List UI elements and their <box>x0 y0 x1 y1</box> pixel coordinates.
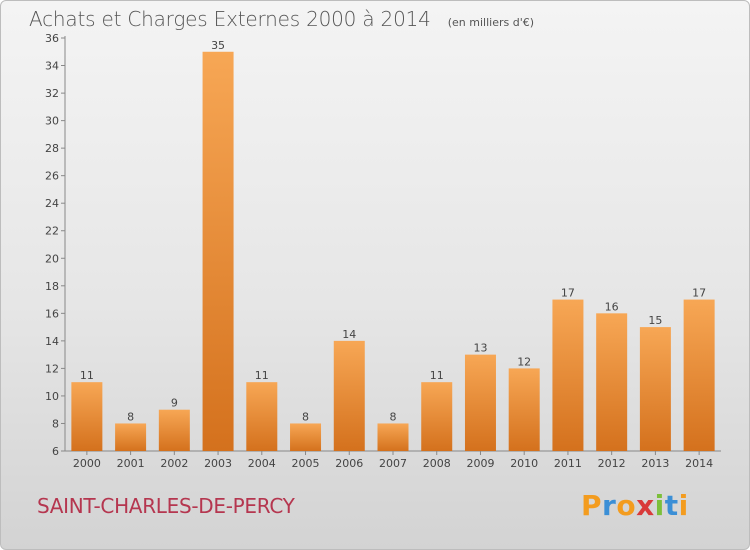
x-tick-label: 2000 <box>73 457 101 470</box>
data-label: 14 <box>342 328 356 341</box>
data-label: 15 <box>648 314 662 327</box>
data-label: 11 <box>430 369 444 382</box>
bar <box>596 313 628 451</box>
bars-group <box>71 51 715 452</box>
y-tick-label: 12 <box>45 362 59 375</box>
x-tick-label: 2008 <box>423 457 451 470</box>
bar <box>421 382 453 451</box>
commune-name: SAINT-CHARLES-DE-PERCY <box>37 494 295 518</box>
data-label: 8 <box>302 410 309 423</box>
y-tick-label: 10 <box>45 390 59 403</box>
bar <box>508 368 540 451</box>
y-tick-label: 36 <box>45 32 59 45</box>
y-tick-label: 30 <box>45 115 59 128</box>
bar <box>464 354 496 451</box>
bar <box>377 423 409 451</box>
logo-letter: P <box>581 489 603 522</box>
bar <box>639 327 671 451</box>
x-tick-label: 2004 <box>248 457 276 470</box>
x-tick-label: 2001 <box>117 457 145 470</box>
x-tick-label: 2012 <box>598 457 626 470</box>
y-tick-label: 6 <box>52 445 59 458</box>
data-label: 9 <box>171 397 178 410</box>
data-labels-group: 11 8 9 35 11 8 14 8 11 13 12 17 16 15 17 <box>80 39 706 424</box>
x-tick-label: 2013 <box>641 457 669 470</box>
data-label: 13 <box>473 342 487 355</box>
x-tick-label: 2011 <box>554 457 582 470</box>
y-tick-label: 8 <box>52 417 59 430</box>
data-label: 8 <box>390 410 397 423</box>
x-tick-label: 2006 <box>335 457 363 470</box>
x-tick-label: 2007 <box>379 457 407 470</box>
y-tick-label: 32 <box>45 87 59 100</box>
y-tick-label: 20 <box>45 252 59 265</box>
x-tick-label: 2010 <box>510 457 538 470</box>
chart-unit: (en milliers d'€) <box>447 16 535 29</box>
logo-letter: i <box>654 489 665 522</box>
bar <box>158 409 190 451</box>
chart-header: Achats et Charges Externes 2000 à 2014 (… <box>29 7 534 31</box>
x-tick-label: 2014 <box>685 457 713 470</box>
data-label: 17 <box>561 287 575 300</box>
data-label: 17 <box>692 287 706 300</box>
data-label: 16 <box>605 300 619 313</box>
bar <box>71 382 103 451</box>
bar <box>246 382 278 451</box>
x-tick-label: 2003 <box>204 457 232 470</box>
data-label: 8 <box>127 410 134 423</box>
logo-letter: o <box>616 489 637 522</box>
y-tick-label: 18 <box>45 280 59 293</box>
proxiti-logo: Proxiti <box>581 489 689 522</box>
bar <box>683 299 715 451</box>
data-label: 12 <box>517 355 531 368</box>
logo-letter: x <box>636 489 655 522</box>
bar <box>115 423 147 451</box>
logo-letter: i <box>678 489 689 522</box>
x-tick-label: 2009 <box>466 457 494 470</box>
y-tick-label: 16 <box>45 307 59 320</box>
chart-title: Achats et Charges Externes 2000 à 2014 <box>29 7 431 31</box>
chart-axes: 6 8 10 12 14 16 18 20 22 24 26 28 30 32 34 36 2000 2001 20… <box>45 32 721 470</box>
y-tick-label: 34 <box>45 60 59 73</box>
y-tick-label: 26 <box>45 170 59 183</box>
bar <box>202 51 234 452</box>
data-label: 11 <box>255 369 269 382</box>
logo-letter: r <box>602 489 617 522</box>
bar <box>552 299 584 451</box>
y-tick-label: 28 <box>45 142 59 155</box>
y-tick-label: 14 <box>45 335 59 348</box>
bar <box>290 423 322 451</box>
data-label: 11 <box>80 369 94 382</box>
x-tick-label: 2005 <box>292 457 320 470</box>
y-tick-label: 24 <box>45 197 59 210</box>
logo-letter: t <box>664 489 679 522</box>
data-label: 35 <box>211 39 225 52</box>
x-tick-label: 2002 <box>160 457 188 470</box>
y-tick-label: 22 <box>45 225 59 238</box>
bar <box>333 340 365 451</box>
